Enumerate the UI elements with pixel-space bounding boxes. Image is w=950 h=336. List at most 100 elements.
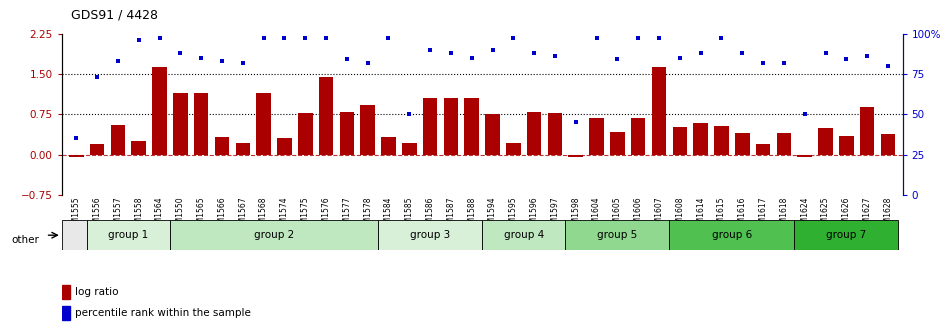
Bar (90, 144, 104, 155)
Bar (735, 133, 750, 155)
Point (818, 50, 833, 56)
Bar (776, 133, 791, 155)
Bar (256, 93, 271, 155)
Text: group 5: group 5 (598, 230, 637, 240)
Point (339, 57, 354, 62)
Bar (482, 220, 565, 250)
Bar (194, 93, 208, 155)
Bar (339, 112, 354, 155)
Bar (381, 137, 396, 155)
Point (131, 37, 146, 43)
Bar (236, 143, 250, 155)
Point (465, 55, 480, 60)
Point (381, 36, 396, 41)
Text: group 3: group 3 (410, 230, 450, 240)
Bar (465, 98, 479, 155)
Point (152, 36, 167, 41)
Bar (670, 220, 794, 250)
Bar (170, 220, 378, 250)
Text: group 1: group 1 (108, 230, 148, 240)
Bar (673, 127, 687, 155)
Text: group 4: group 4 (504, 230, 543, 240)
Point (610, 57, 625, 62)
Point (547, 53, 562, 59)
Point (68, 136, 84, 141)
Bar (131, 141, 146, 155)
Point (360, 60, 375, 65)
Bar (548, 113, 562, 155)
Bar (714, 126, 729, 155)
Bar (215, 137, 229, 155)
Bar (319, 77, 333, 155)
Point (776, 60, 791, 65)
Point (89, 75, 104, 80)
Point (444, 50, 459, 56)
Bar (62, 305, 70, 320)
Bar (694, 123, 708, 155)
Bar (818, 128, 833, 155)
Point (194, 55, 209, 60)
Bar (378, 220, 482, 250)
Text: group 6: group 6 (712, 230, 752, 240)
Bar (589, 118, 604, 155)
Bar (610, 132, 625, 155)
Point (297, 36, 313, 41)
Point (839, 57, 854, 62)
Point (256, 36, 271, 41)
Point (276, 36, 292, 41)
Point (318, 36, 333, 41)
Bar (62, 285, 70, 298)
Bar (860, 107, 874, 155)
Bar (881, 134, 895, 155)
Point (881, 63, 896, 69)
Bar (565, 220, 670, 250)
Bar (402, 143, 416, 155)
Bar (62, 220, 86, 250)
Text: percentile rank within the sample: percentile rank within the sample (75, 307, 251, 318)
Text: log ratio: log ratio (75, 287, 119, 297)
Bar (423, 98, 437, 155)
Bar (652, 68, 666, 155)
Point (110, 58, 125, 64)
Text: group 7: group 7 (826, 230, 866, 240)
Bar (110, 125, 125, 155)
Bar (631, 118, 645, 155)
Point (734, 50, 750, 56)
Point (589, 36, 604, 41)
Bar (839, 136, 854, 155)
Point (631, 36, 646, 41)
Point (860, 53, 875, 59)
Bar (797, 155, 812, 157)
Bar (360, 104, 375, 155)
Bar (69, 155, 84, 157)
Text: GDS91 / 4428: GDS91 / 4428 (71, 8, 159, 22)
Bar (444, 98, 458, 155)
Point (713, 36, 729, 41)
Bar (86, 220, 170, 250)
Bar (506, 143, 521, 155)
Bar (756, 144, 770, 155)
Point (423, 47, 438, 52)
Point (652, 36, 667, 41)
Text: group 2: group 2 (254, 230, 294, 240)
Point (526, 50, 542, 56)
Point (402, 112, 417, 117)
Bar (527, 112, 541, 155)
Point (797, 112, 812, 117)
Point (484, 47, 500, 52)
Point (236, 60, 251, 65)
Bar (152, 68, 167, 155)
Point (755, 60, 770, 65)
Bar (568, 155, 583, 157)
Text: other: other (11, 235, 39, 245)
Bar (173, 93, 188, 155)
Point (505, 36, 521, 41)
Bar (794, 220, 899, 250)
Point (694, 50, 709, 56)
Point (673, 55, 688, 60)
Point (173, 50, 188, 56)
Bar (485, 114, 500, 155)
Bar (277, 138, 292, 155)
Point (568, 120, 583, 125)
Point (215, 58, 230, 64)
